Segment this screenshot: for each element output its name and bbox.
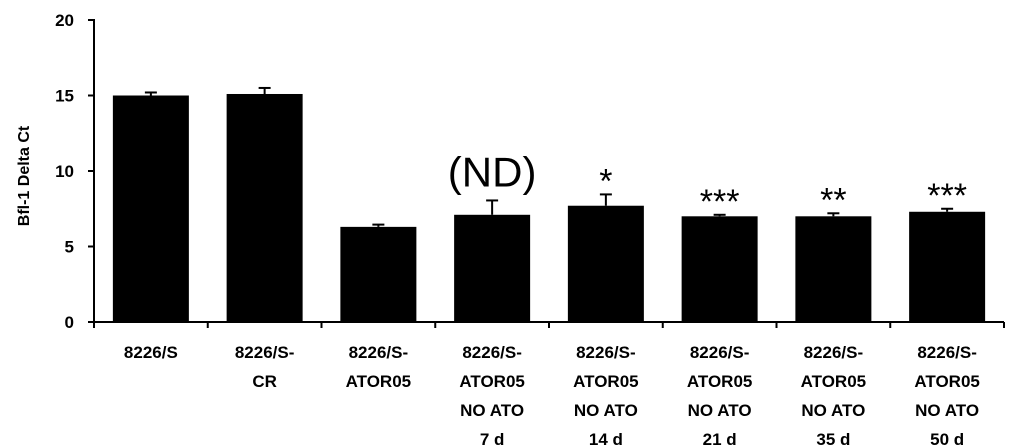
significance-label: (ND) — [448, 148, 537, 195]
x-tick-label-line: 21 d — [703, 430, 737, 448]
x-tick-label-line: NO ATO — [915, 401, 979, 420]
significance-label: * — [599, 162, 612, 200]
y-tick-label: 0 — [65, 313, 74, 332]
x-tick-label: 8226/S- ATOR05 NO ATO 50 d — [914, 343, 980, 448]
x-tick-label: 8226/S- ATOR05 NO ATO 14 d — [573, 343, 639, 448]
error-bar — [258, 86, 271, 94]
y-axis: 0 5 10 15 20 — [55, 11, 95, 332]
bar — [112, 95, 189, 322]
y-tick-label: 5 — [65, 238, 74, 257]
y-tick-label: 20 — [55, 11, 74, 30]
x-tick-label-line: ATOR05 — [346, 372, 412, 391]
y-tick-label: 15 — [55, 87, 74, 106]
x-tick-label-line: NO ATO — [460, 401, 524, 420]
x-tick-label-line: 8226/S — [124, 343, 178, 362]
x-tick-label-line: ATOR05 — [914, 372, 980, 391]
x-tick-label-line: 8226/S- — [349, 343, 409, 362]
x-tick-label-line: NO ATO — [688, 401, 752, 420]
error-bar — [599, 193, 612, 206]
y-tick-label: 10 — [55, 162, 74, 181]
error-bar — [941, 207, 954, 212]
significance-label: *** — [700, 183, 740, 221]
error-bar — [713, 213, 726, 217]
x-tick-label-line: 7 d — [480, 430, 505, 448]
bar — [681, 216, 758, 322]
x-tick-label-line: 8226/S- — [576, 343, 636, 362]
x-tick-label: 8226/S- ATOR05 NO ATO 7 d — [459, 343, 525, 448]
x-tick-label: 8226/S- CR — [235, 343, 295, 391]
significance-annotations: (ND) **** ** *** — [448, 148, 967, 220]
x-tick-label-line: 35 d — [816, 430, 850, 448]
bars — [112, 93, 986, 323]
x-tick-label-line: ATOR05 — [573, 372, 639, 391]
x-tick-label-line: NO ATO — [574, 401, 638, 420]
error-bars — [144, 86, 954, 227]
significance-label: ** — [820, 181, 846, 219]
bar — [795, 216, 872, 322]
y-axis-label: Bfl-1 Delta Ct — [16, 125, 33, 226]
bar — [226, 93, 303, 323]
x-tick-label: 8226/S- ATOR05 — [346, 343, 412, 391]
x-tick-label-line: 8226/S- — [235, 343, 295, 362]
bar — [340, 226, 417, 322]
x-tick-label-line: NO ATO — [801, 401, 865, 420]
x-tick-label-line: 8226/S- — [462, 343, 522, 362]
x-tick-label-line: 14 d — [589, 430, 623, 448]
x-tick-label-line: ATOR05 — [687, 372, 753, 391]
error-bar — [372, 223, 385, 227]
x-tick-label: 8226/S — [124, 343, 178, 362]
x-tick-label: 8226/S- ATOR05 NO ATO 35 d — [801, 343, 867, 448]
x-axis: 8226/S 8226/S- CR 8226/S- ATOR05 8226/S- ATOR0… — [93, 321, 1005, 448]
error-bar — [144, 91, 157, 96]
x-tick-label-line: ATOR05 — [801, 372, 867, 391]
x-tick-label-line: CR — [252, 372, 277, 391]
error-bar — [486, 199, 499, 215]
bar — [909, 211, 986, 322]
x-tick-label: 8226/S- ATOR05 NO ATO 21 d — [687, 343, 753, 448]
x-tick-label-line: 50 d — [930, 430, 964, 448]
bar — [567, 205, 644, 322]
x-tick-label-line: 8226/S- — [804, 343, 864, 362]
x-tick-label-line: 8226/S- — [917, 343, 977, 362]
significance-label: *** — [927, 177, 967, 215]
x-tick-label-line: 8226/S- — [690, 343, 750, 362]
x-tick-label-line: ATOR05 — [459, 372, 525, 391]
error-bar — [827, 212, 840, 217]
bar — [454, 214, 531, 322]
